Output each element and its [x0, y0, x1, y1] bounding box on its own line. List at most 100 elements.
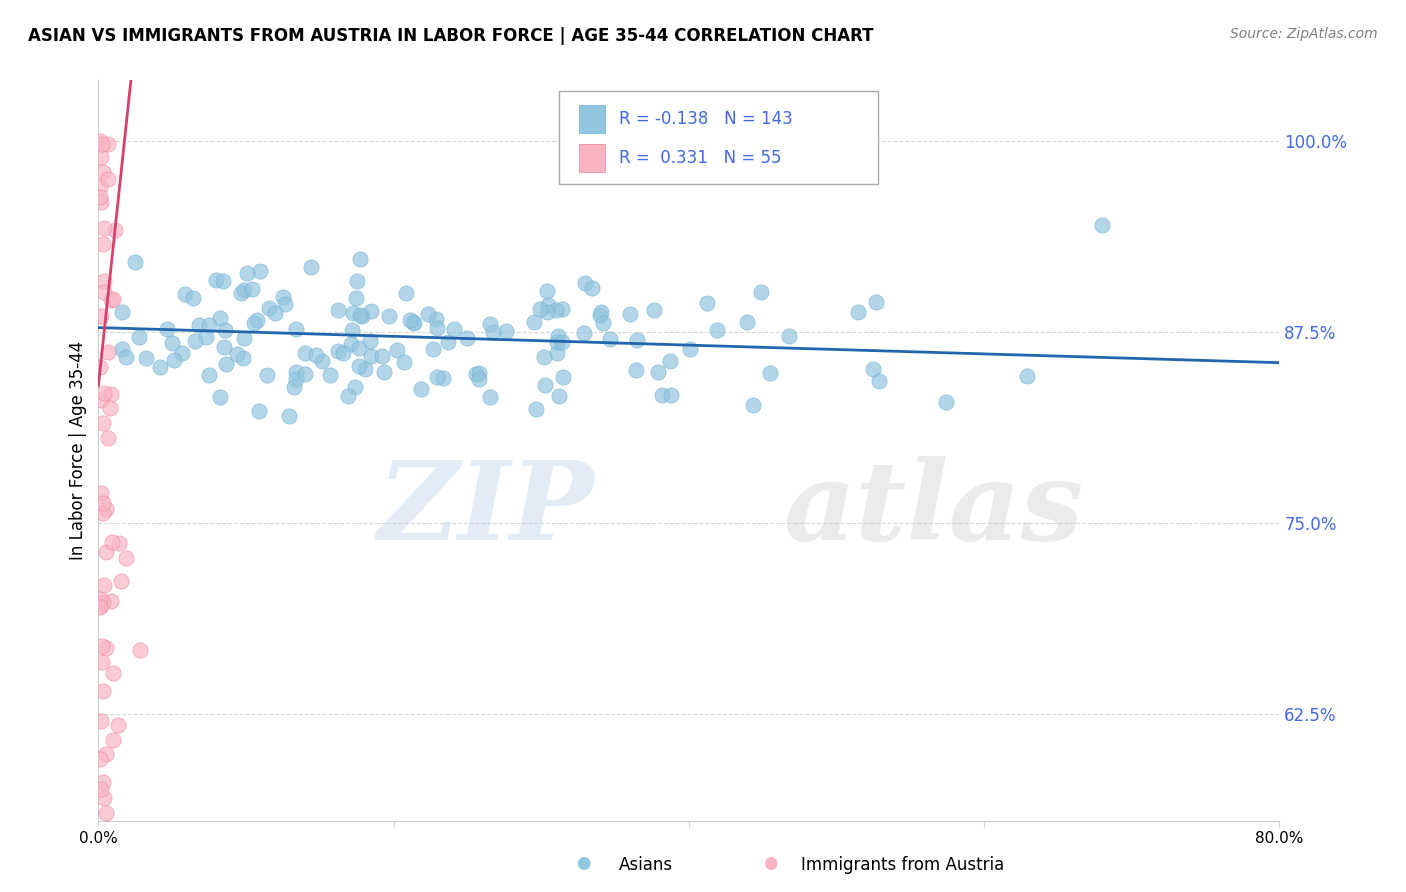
Point: [696, 295, 718, 310]
Point: [479, 317, 502, 331]
Point: [236, 266, 259, 280]
Point: [97, 137, 120, 152]
Point: [735, 315, 758, 329]
Point: [294, 368, 316, 382]
Point: [93, 385, 115, 400]
Point: [97, 344, 120, 359]
Point: [91, 137, 114, 152]
Text: R =  0.331   N = 55: R = 0.331 N = 55: [619, 149, 782, 167]
Point: [91, 639, 114, 653]
Text: Asians: Asians: [619, 855, 672, 873]
Point: [93, 578, 115, 592]
Point: [426, 321, 449, 335]
Point: [89, 752, 111, 766]
Point: [232, 351, 254, 365]
Point: [90, 393, 112, 408]
Point: [195, 330, 218, 344]
Point: [209, 311, 232, 326]
Point: [93, 220, 115, 235]
Point: [91, 656, 114, 670]
Point: [264, 306, 287, 320]
Point: [574, 326, 596, 341]
Text: Immigrants from Austria: Immigrants from Austria: [801, 855, 1005, 873]
Y-axis label: In Labor Force | Age 35-44: In Labor Force | Age 35-44: [69, 341, 87, 560]
Point: [91, 165, 114, 179]
Point: [437, 335, 460, 350]
Point: [599, 332, 621, 346]
Point: [846, 304, 869, 318]
Point: [110, 305, 132, 319]
Point: [89, 190, 111, 204]
Point: [128, 643, 150, 657]
Point: [278, 409, 301, 423]
Point: [273, 297, 295, 311]
Point: [371, 349, 394, 363]
Point: [342, 306, 364, 320]
Point: [233, 283, 256, 297]
Point: [537, 298, 560, 312]
Point: [533, 350, 555, 364]
Point: [343, 380, 366, 394]
Point: [90, 714, 112, 729]
Point: [94, 641, 117, 656]
Point: [865, 295, 887, 310]
Point: [93, 285, 115, 300]
Point: [94, 747, 117, 761]
Point: [749, 285, 772, 299]
Point: [242, 316, 264, 330]
Point: [98, 401, 121, 415]
Point: [101, 292, 124, 306]
Point: [91, 775, 114, 789]
Text: Source: ZipAtlas.com: Source: ZipAtlas.com: [1230, 27, 1378, 41]
Point: [536, 304, 558, 318]
Point: [359, 334, 381, 348]
Point: [124, 254, 146, 268]
Point: [240, 283, 263, 297]
Point: [91, 506, 114, 520]
Point: [468, 372, 491, 386]
Point: [619, 307, 641, 321]
Point: [547, 328, 569, 343]
Point: [271, 290, 294, 304]
Point: [643, 303, 665, 318]
Point: [349, 308, 371, 322]
Point: [526, 402, 548, 417]
Point: [225, 347, 247, 361]
Point: [347, 359, 370, 374]
Point: [354, 362, 377, 376]
Point: [163, 353, 186, 368]
Point: [91, 595, 114, 609]
Point: [534, 377, 557, 392]
Point: [259, 301, 281, 315]
Point: [544, 302, 567, 317]
Point: [94, 501, 117, 516]
Point: [588, 308, 610, 322]
Point: [862, 362, 884, 376]
Text: ZIP: ZIP: [378, 456, 595, 564]
Point: [184, 334, 207, 348]
Point: [548, 389, 571, 403]
Point: [89, 134, 111, 148]
Point: [284, 372, 307, 386]
Point: [659, 387, 682, 401]
Point: [284, 322, 307, 336]
Point: [91, 416, 114, 430]
Point: [346, 274, 368, 288]
Point: [91, 684, 114, 698]
Point: [647, 365, 669, 379]
Point: [90, 150, 112, 164]
Text: ●: ●: [763, 854, 778, 871]
Point: [283, 380, 305, 394]
Point: [352, 309, 374, 323]
Point: [107, 718, 129, 732]
Point: [174, 287, 197, 301]
Point: [94, 805, 117, 820]
Point: [332, 346, 354, 360]
Point: [659, 354, 682, 368]
Point: [232, 330, 254, 344]
Text: ●: ●: [576, 854, 591, 871]
Point: [626, 363, 648, 377]
Point: [495, 324, 517, 338]
Text: R = -0.138   N = 143: R = -0.138 N = 143: [619, 111, 793, 128]
Point: [89, 591, 111, 606]
